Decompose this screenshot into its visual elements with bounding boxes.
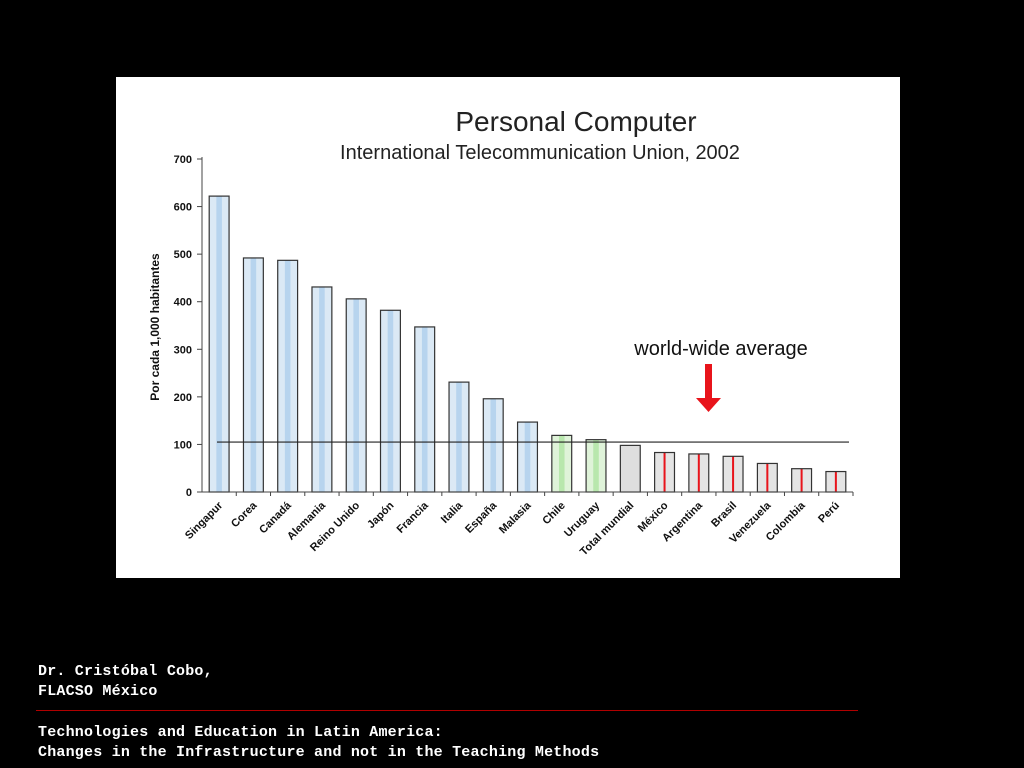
chart-subtitle: International Telecommunication Union, 2… — [340, 142, 740, 164]
bar-alemania — [311, 286, 333, 493]
bar-perú — [825, 470, 847, 493]
footer-divider — [36, 710, 858, 711]
bar-stripe — [732, 456, 735, 492]
chart-title: Personal Computer — [455, 106, 696, 137]
bar-stripe — [421, 326, 428, 492]
bar-stripe — [663, 452, 666, 492]
bar-canadá — [277, 259, 299, 493]
y-tick-label: 100 — [174, 439, 192, 451]
bar-stripe — [766, 463, 769, 492]
y-tick-label: 0 — [186, 487, 192, 499]
bar-stripe — [250, 257, 257, 492]
x-tick-label: Malasia — [497, 499, 534, 536]
bar-stripe — [524, 422, 531, 492]
bar-malasia — [516, 421, 539, 493]
bar-stripe — [353, 298, 359, 492]
bar-japón — [379, 309, 401, 493]
bar-italia — [448, 381, 470, 493]
bar-stripe — [456, 382, 462, 492]
bar-stripe — [593, 439, 599, 492]
bar-francia — [414, 326, 436, 493]
arrow-head — [696, 398, 721, 412]
bar-singapur — [208, 195, 230, 493]
bar-stripe — [490, 398, 497, 492]
bar-total-mundial — [619, 444, 641, 493]
y-tick-label: 300 — [174, 344, 192, 356]
bar-argentina — [688, 453, 710, 493]
chart-panel: Personal Computer International Telecomm… — [116, 77, 900, 578]
bar-venezuela — [756, 462, 778, 493]
bar-stripe — [319, 286, 325, 492]
x-tick-label: Italia — [439, 499, 466, 526]
bar-stripe — [800, 468, 803, 492]
bar-stripe — [387, 310, 394, 492]
bar-chile — [551, 434, 573, 493]
bar-chart: Personal Computer International Telecomm… — [148, 106, 854, 558]
x-tick-label: España — [463, 499, 500, 536]
y-tick-label: 700 — [174, 154, 192, 166]
y-tick-label: 600 — [174, 202, 192, 214]
bar-stripe — [697, 453, 700, 492]
bar-stripe — [834, 471, 837, 492]
world-wide-average-annotation: world-wide average — [633, 338, 807, 360]
bar-stripe — [216, 196, 222, 492]
bar-colombia — [791, 468, 813, 493]
y-tick-label: 400 — [174, 297, 192, 309]
x-tick-label: Francia — [395, 499, 432, 536]
bar-stripe — [558, 435, 565, 492]
arrow-shaft — [705, 364, 712, 400]
down-arrow-icon — [696, 364, 721, 412]
x-tick-label: Chile — [540, 500, 568, 528]
x-tick-label: Brasil — [709, 500, 739, 530]
bar-brasil — [722, 455, 744, 493]
author-affiliation: FLACSO México — [38, 683, 158, 700]
bar-stripe — [284, 260, 291, 492]
y-tick-label: 200 — [174, 392, 192, 404]
x-tick-label: Singapur — [183, 499, 226, 542]
bar-reino-unido — [345, 298, 367, 493]
presentation-title-line2: Changes in the Infrastructure and not in… — [38, 744, 600, 761]
bar-uruguay — [585, 439, 607, 493]
y-tick-label: 500 — [174, 249, 192, 261]
x-tick-label: Perú — [816, 500, 842, 526]
bar-méxico — [654, 451, 676, 493]
bar-españa — [482, 398, 504, 493]
presentation-title-line1: Technologies and Education in Latin Amer… — [38, 724, 443, 741]
author-name: Dr. Cristóbal Cobo, — [38, 663, 213, 680]
y-axis-label: Por cada 1,000 habitantes — [148, 253, 162, 401]
bar-fill — [620, 445, 641, 492]
bars-group — [208, 195, 847, 493]
x-tick-label: Japón — [365, 499, 397, 531]
x-tick-label: Corea — [229, 499, 260, 530]
y-axis: 0 100 200 300 400 500 600 700 — [174, 154, 203, 499]
bar-corea — [242, 257, 264, 493]
